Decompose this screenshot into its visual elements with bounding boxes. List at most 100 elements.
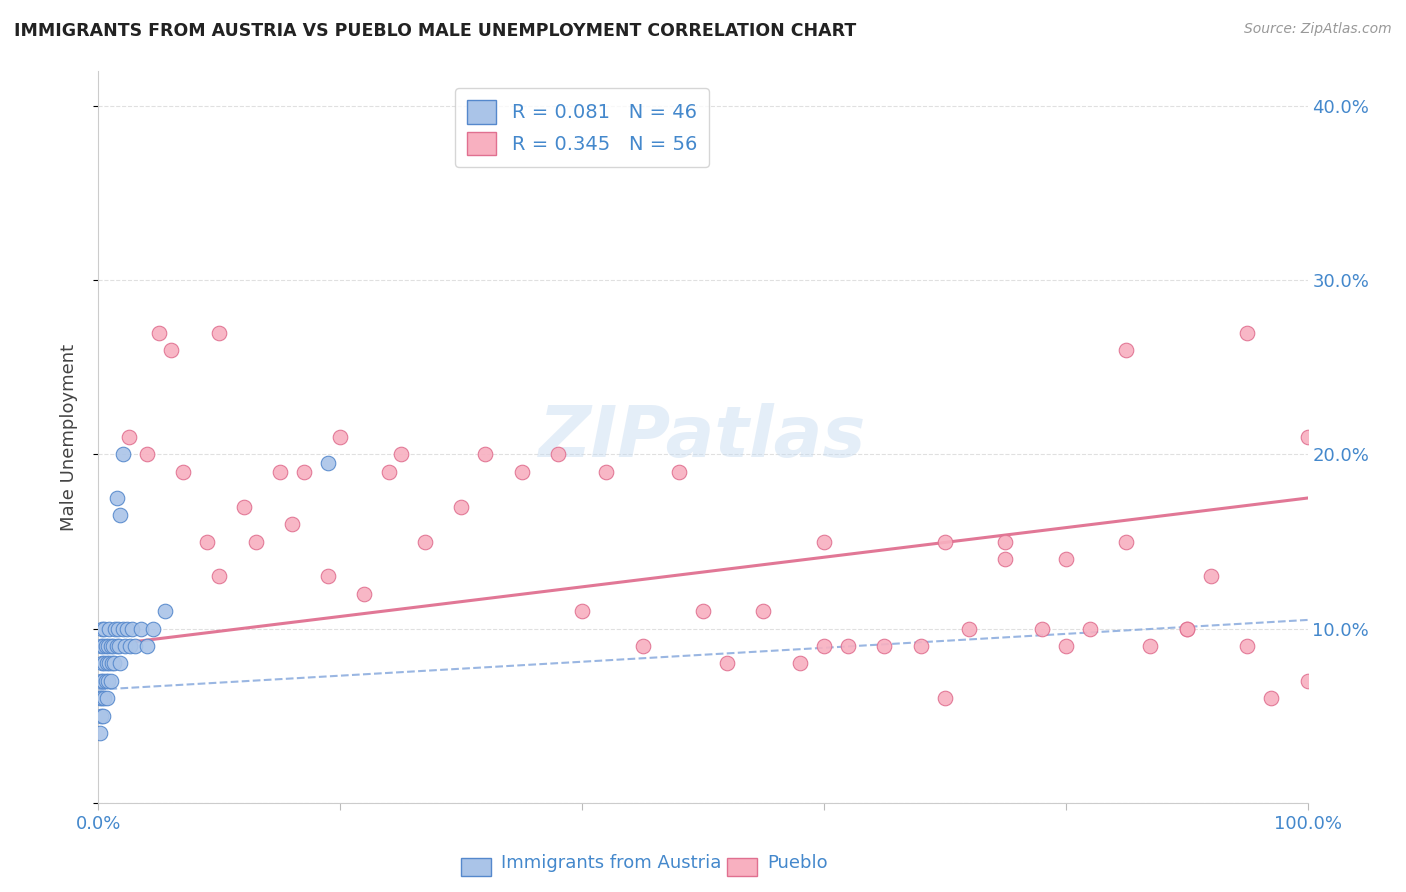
Point — [104, 622, 127, 636]
Point — [208, 326, 231, 340]
Point — [148, 326, 170, 340]
Point — [1115, 534, 1137, 549]
Point — [135, 639, 157, 653]
Point — [377, 465, 399, 479]
Point — [111, 622, 134, 636]
Point — [910, 639, 932, 653]
Point — [108, 657, 131, 671]
Point — [118, 430, 141, 444]
Point — [96, 691, 118, 706]
FancyBboxPatch shape — [727, 858, 758, 876]
Point — [100, 639, 122, 653]
Point — [142, 622, 165, 636]
Point — [1139, 639, 1161, 653]
Point — [316, 569, 339, 583]
Point — [89, 726, 111, 740]
Point — [118, 639, 141, 653]
Point — [474, 448, 496, 462]
Point — [1031, 622, 1053, 636]
Point — [595, 465, 617, 479]
Point — [208, 569, 231, 583]
Point — [510, 465, 533, 479]
Point — [135, 448, 157, 462]
Point — [153, 604, 176, 618]
Text: IMMIGRANTS FROM AUSTRIA VS PUEBLO MALE UNEMPLOYMENT CORRELATION CHART: IMMIGRANTS FROM AUSTRIA VS PUEBLO MALE U… — [14, 22, 856, 40]
Point — [668, 465, 690, 479]
Point — [172, 465, 194, 479]
Point — [329, 430, 352, 444]
Point — [105, 491, 128, 505]
FancyBboxPatch shape — [461, 858, 492, 876]
Point — [1115, 343, 1137, 357]
Point — [631, 639, 654, 653]
Point — [245, 534, 267, 549]
Point — [1296, 673, 1319, 688]
Point — [91, 622, 114, 636]
Point — [994, 552, 1017, 566]
Point — [91, 639, 114, 653]
Point — [195, 534, 218, 549]
Point — [91, 657, 114, 671]
Point — [1078, 622, 1101, 636]
Point — [413, 534, 436, 549]
Point — [232, 500, 254, 514]
Point — [353, 587, 375, 601]
Point — [105, 639, 128, 653]
Point — [117, 622, 139, 636]
Point — [100, 657, 122, 671]
Point — [994, 534, 1017, 549]
Point — [89, 691, 111, 706]
Y-axis label: Male Unemployment: Male Unemployment — [59, 343, 77, 531]
Point — [1260, 691, 1282, 706]
Point — [716, 657, 738, 671]
Point — [813, 534, 835, 549]
Point — [547, 448, 569, 462]
Text: Immigrants from Austria: Immigrants from Austria — [501, 854, 721, 871]
Point — [873, 639, 896, 653]
Point — [1175, 622, 1198, 636]
Point — [90, 673, 112, 688]
Point — [1236, 326, 1258, 340]
Point — [837, 639, 859, 653]
Text: Pueblo: Pueblo — [768, 854, 828, 871]
Point — [1175, 622, 1198, 636]
Point — [957, 622, 980, 636]
Point — [571, 604, 593, 618]
Point — [103, 657, 125, 671]
Point — [124, 639, 146, 653]
Point — [281, 517, 304, 532]
Point — [101, 639, 124, 653]
Point — [269, 465, 291, 479]
Point — [692, 604, 714, 618]
Point — [1054, 639, 1077, 653]
Point — [114, 639, 136, 653]
Point — [129, 622, 152, 636]
Point — [389, 448, 412, 462]
Point — [100, 673, 122, 688]
Text: Source: ZipAtlas.com: Source: ZipAtlas.com — [1244, 22, 1392, 37]
Point — [934, 534, 956, 549]
Point — [97, 639, 120, 653]
Point — [934, 691, 956, 706]
Point — [93, 657, 115, 671]
Point — [108, 508, 131, 523]
Point — [91, 691, 114, 706]
Point — [292, 465, 315, 479]
Point — [90, 708, 112, 723]
Point — [98, 657, 121, 671]
Point — [97, 673, 120, 688]
Point — [1199, 569, 1222, 583]
Point — [160, 343, 183, 357]
Point — [121, 622, 143, 636]
Text: ZIPatlas: ZIPatlas — [540, 402, 866, 472]
Point — [96, 657, 118, 671]
Point — [91, 673, 114, 688]
Point — [450, 500, 472, 514]
Point — [93, 691, 115, 706]
Point — [316, 456, 339, 470]
Point — [90, 639, 112, 653]
Point — [1236, 639, 1258, 653]
Point — [813, 639, 835, 653]
Point — [91, 708, 114, 723]
Point — [108, 639, 131, 653]
